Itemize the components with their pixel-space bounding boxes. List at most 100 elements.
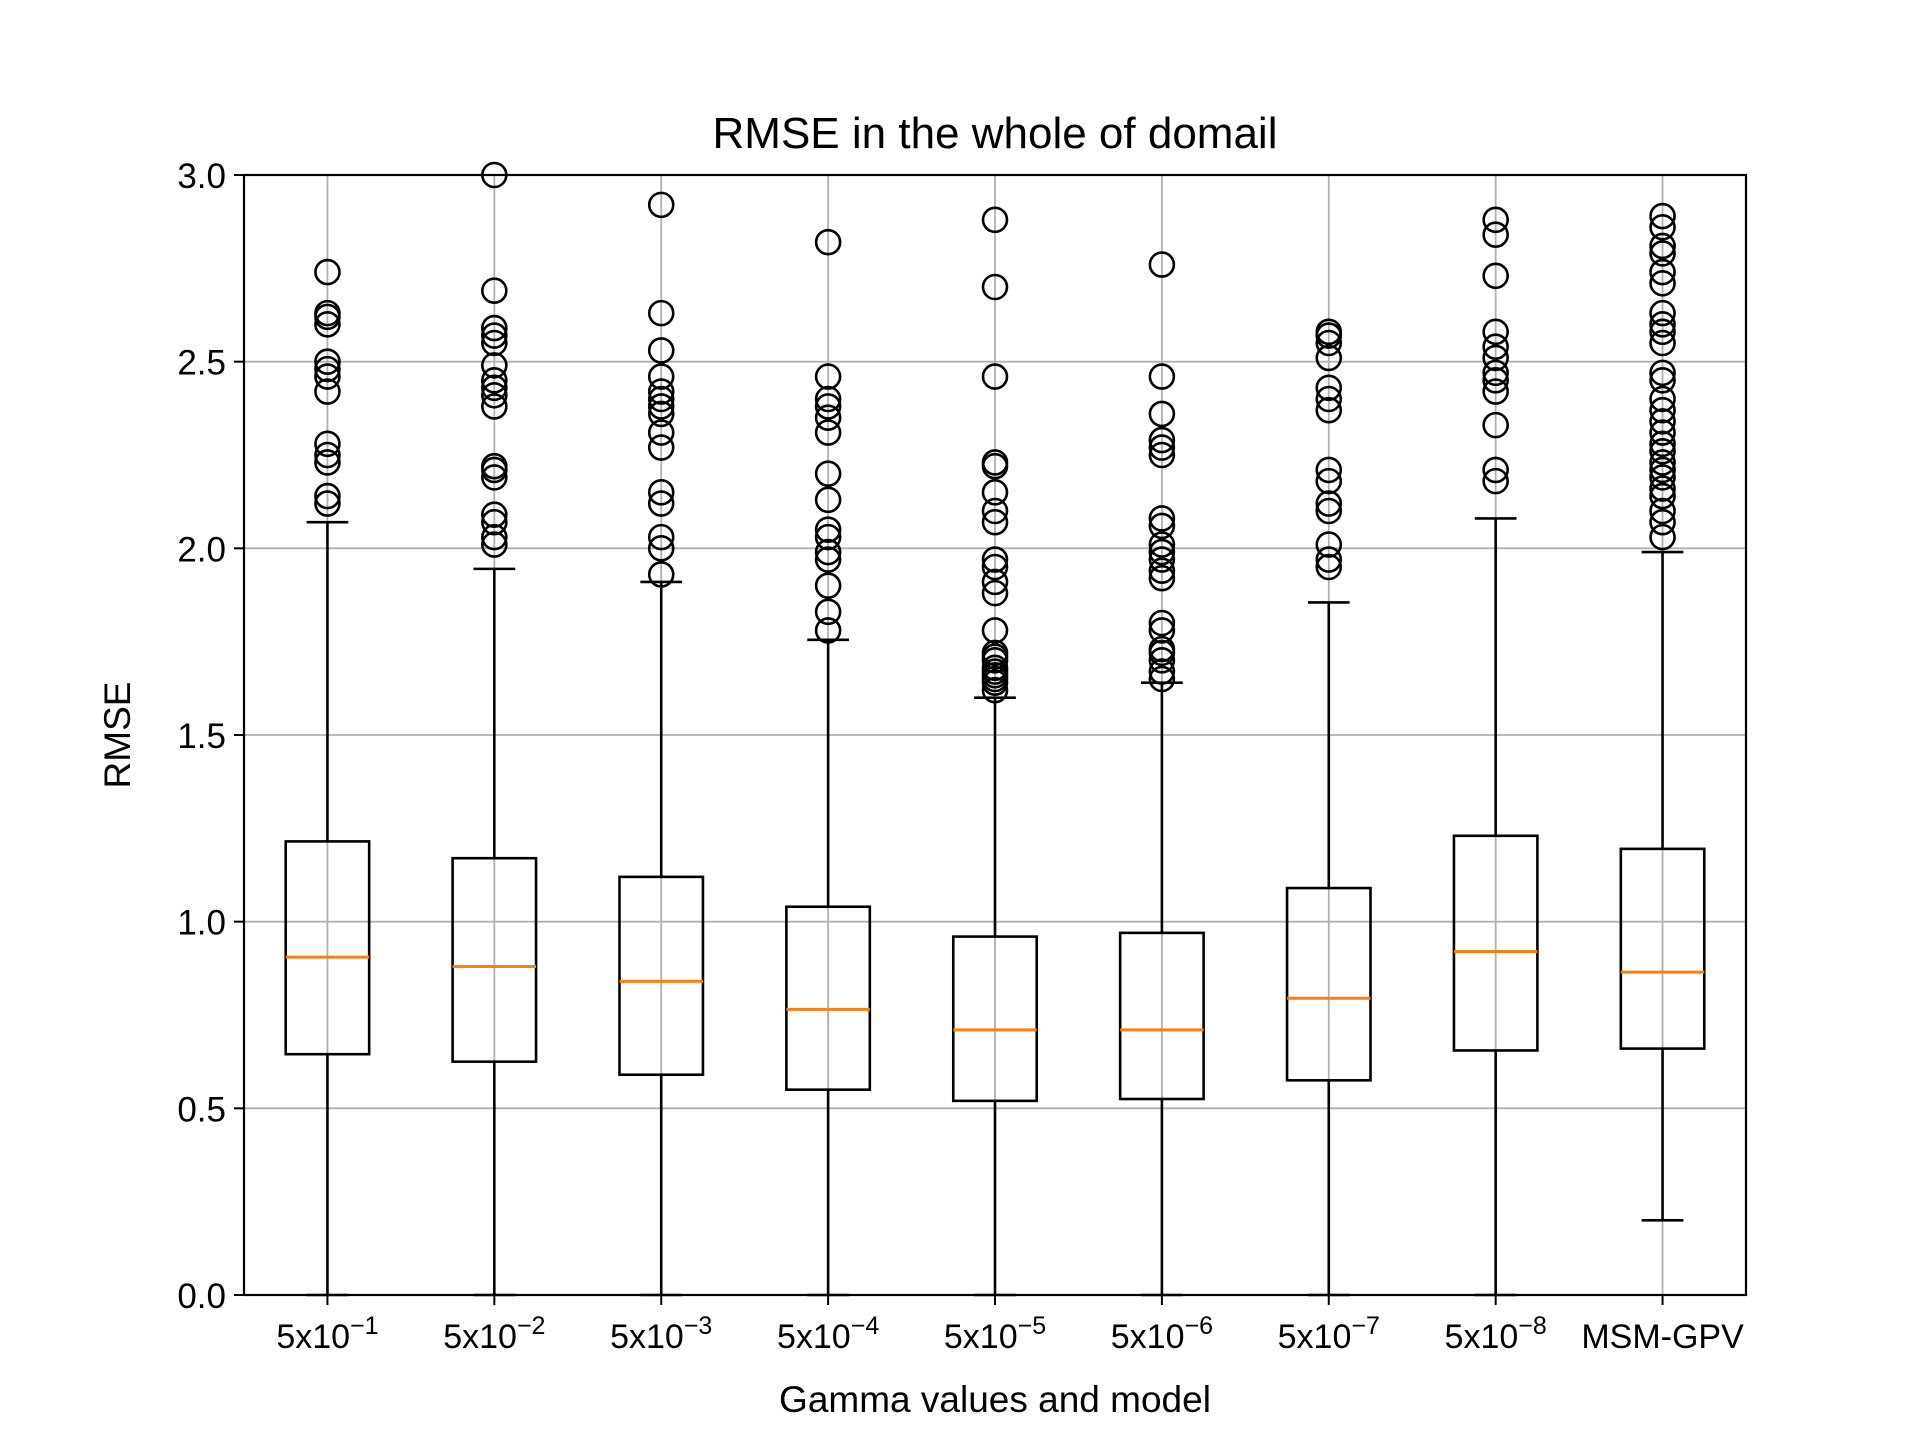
x-tick-label: 5x10−4 <box>777 1312 879 1356</box>
outlier-point <box>314 490 341 517</box>
outlier-point <box>481 381 508 409</box>
outlier-point <box>1148 426 1176 454</box>
outlier-point <box>1148 546 1176 573</box>
x-tick-label: 5x10−5 <box>944 1312 1046 1356</box>
x-tick-label-base: 5x10 <box>610 1318 684 1356</box>
x-tick-label-base: 5x10 <box>276 1318 350 1356</box>
outlier-point <box>1482 262 1509 290</box>
outlier-point <box>1148 531 1176 558</box>
outlier-point <box>981 553 1009 581</box>
outlier-point <box>1649 508 1676 536</box>
outlier-point <box>1148 400 1176 428</box>
outlier-point <box>1315 531 1343 558</box>
iqr-box <box>785 905 872 1091</box>
outlier-point <box>981 449 1009 476</box>
outlier-point <box>481 314 508 342</box>
iqr-box <box>1452 834 1539 1052</box>
outlier-point <box>1649 419 1676 446</box>
outlier-point <box>1649 456 1676 484</box>
box-group <box>951 206 1039 1297</box>
outlier-point <box>814 538 842 566</box>
outlier-point <box>1482 359 1509 387</box>
outlier-point <box>314 363 341 390</box>
x-tick-label-exponent: −2 <box>517 1312 546 1340</box>
outlier-point <box>981 617 1009 644</box>
outlier-point <box>814 523 842 551</box>
box-group <box>1285 318 1372 1297</box>
outlier-point <box>981 568 1009 596</box>
outlier-point <box>481 531 508 558</box>
outlier-point <box>1649 258 1676 286</box>
outlier-point <box>814 363 842 390</box>
x-tick-label-base: 5x10 <box>1278 1318 1352 1356</box>
outlier-point <box>647 299 675 327</box>
outlier-point <box>314 355 341 383</box>
outlier-point <box>814 486 842 514</box>
outlier-point <box>1649 408 1676 435</box>
outlier-point <box>1148 564 1176 592</box>
outlier-point <box>1148 557 1176 585</box>
outlier-point <box>647 479 675 506</box>
outlier-point <box>814 546 842 573</box>
outlier-point <box>1315 385 1343 413</box>
box-group <box>1619 202 1706 1222</box>
outlier-point <box>1649 396 1676 424</box>
box-group <box>1452 206 1539 1297</box>
x-tick-label-base: 5x10 <box>1445 1318 1519 1356</box>
outlier-point <box>981 479 1009 506</box>
outlier-point <box>1315 318 1343 346</box>
outlier-point <box>481 374 508 402</box>
outlier-point <box>1315 553 1343 581</box>
x-tick-label: 5x10−2 <box>443 1312 545 1356</box>
outlier-point <box>1649 240 1676 267</box>
outlier-point <box>1315 374 1343 402</box>
x-tick-label-base: MSM-GPV <box>1581 1318 1744 1356</box>
outlier-point <box>1482 344 1509 372</box>
outlier-point <box>481 393 508 420</box>
outlier-point <box>814 598 842 626</box>
outlier-point <box>1315 329 1343 357</box>
outlier-point <box>981 206 1009 234</box>
outlier-point <box>647 191 675 219</box>
chart-title: RMSE in the whole of domail <box>713 109 1278 158</box>
outlier-point <box>481 322 508 349</box>
outlier-point <box>1482 206 1509 234</box>
y-tick-label: 2.5 <box>177 344 226 383</box>
outlier-point <box>814 393 842 420</box>
outlier-point <box>1315 456 1343 484</box>
outlier-point <box>647 419 675 446</box>
outlier-point <box>314 299 341 327</box>
outlier-point <box>1649 482 1676 510</box>
outlier-point <box>1649 437 1676 465</box>
outlier-point <box>1148 617 1176 644</box>
outlier-point <box>647 378 675 405</box>
outlier-point <box>481 352 508 379</box>
y-tick-label: 0.0 <box>177 1277 226 1316</box>
x-tick-label-exponent: −6 <box>1184 1312 1213 1340</box>
outlier-point <box>1148 647 1176 674</box>
outlier-point <box>814 419 842 446</box>
outlier-point <box>1482 318 1509 346</box>
x-tick-label-exponent: −5 <box>1018 1312 1047 1340</box>
outlier-point <box>981 546 1009 573</box>
outlier-point <box>1482 221 1509 249</box>
outlier-point <box>1148 251 1176 278</box>
outlier-point <box>647 490 675 517</box>
outlier-point <box>1148 441 1176 469</box>
outlier-point <box>1649 329 1676 357</box>
outlier-point <box>647 363 675 390</box>
outlier-point <box>1649 497 1676 525</box>
y-tick-label: 2.0 <box>177 530 226 569</box>
outlier-point <box>981 508 1009 536</box>
outlier-point <box>1315 344 1343 372</box>
y-tick-label: 0.5 <box>177 1090 226 1129</box>
outlier-point <box>981 654 1009 682</box>
outlier-point <box>1482 367 1509 394</box>
box-group <box>1118 251 1205 1297</box>
outlier-point <box>1649 367 1676 394</box>
iqr-box <box>1619 847 1706 1050</box>
outlier-point <box>1482 378 1509 405</box>
outlier-point <box>1148 505 1176 532</box>
iqr-box <box>951 935 1039 1103</box>
outlier-point <box>1482 467 1509 495</box>
